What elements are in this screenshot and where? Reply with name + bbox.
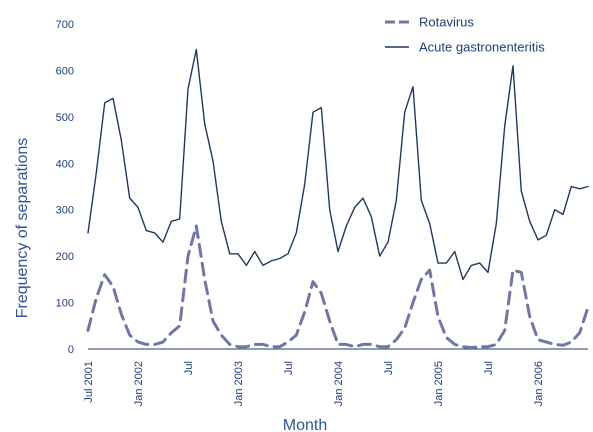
y-tick-label: 0 <box>68 344 74 356</box>
series-line-acute-gastronenteritis <box>87 48 589 281</box>
x-tick-label: Jan 2003 <box>233 361 245 406</box>
y-tick-label: 700 <box>56 19 74 31</box>
y-tick-label: 600 <box>56 65 74 77</box>
x-tick-label: Jul <box>283 361 295 375</box>
x-axis-ticks: Jul 2001 Jan 2002 Jul Jan 2003 Jul Jan 2004 Ju… <box>83 361 545 406</box>
series-layer <box>86 48 590 350</box>
x-tick-label: Jan 2002 <box>133 361 145 406</box>
legend: Rotavirus Acute gastronenteritis <box>385 15 545 55</box>
y-tick-label: 300 <box>56 205 74 217</box>
x-axis-title: Month <box>283 417 327 432</box>
x-tick-label: Jul 2001 <box>83 361 95 403</box>
x-tick-label: Jan 2006 <box>533 361 545 406</box>
y-tick-label: 200 <box>56 251 74 263</box>
x-tick-label: Jul <box>183 361 195 375</box>
x-tick-label: Jan 2005 <box>433 361 445 406</box>
y-axis-title: Frequency of separations <box>14 138 31 319</box>
x-tick-label: Jan 2004 <box>333 361 345 406</box>
y-tick-label: 400 <box>56 158 74 170</box>
y-tick-label: 100 <box>56 298 74 310</box>
y-tick-label: 500 <box>56 112 74 124</box>
legend-label-acute-gastronenteritis: Acute gastronenteritis <box>419 40 545 55</box>
legend-label-rotavirus: Rotavirus <box>419 15 474 30</box>
x-tick-label: Jul <box>383 361 395 375</box>
y-axis-ticks: 0 100 200 300 400 500 600 700 <box>56 19 74 356</box>
x-tick-label: Jul <box>483 361 495 375</box>
series-line-rotavirus <box>86 224 590 350</box>
